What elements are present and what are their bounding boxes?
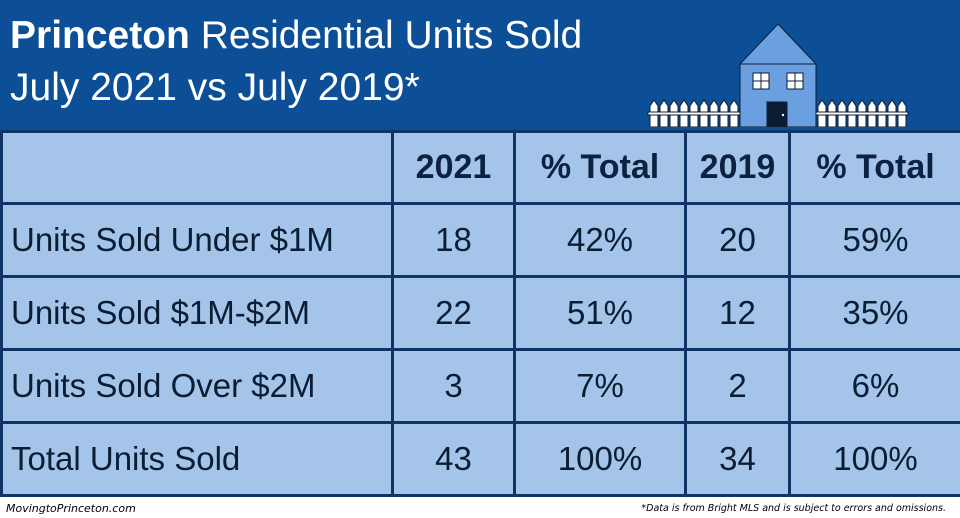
page-subtitle: July 2021 vs July 2019* — [10, 66, 420, 109]
column-header-label — [0, 130, 394, 205]
house-illustration — [647, 23, 909, 127]
cell-pct-2019: 100% — [788, 421, 960, 497]
header-banner: Princeton Residential Units Sold July 20… — [0, 0, 960, 127]
cell-pct-2019: 35% — [788, 275, 960, 351]
column-header-pct-2019: % Total — [788, 130, 960, 205]
table-row: Units Sold Over $2M 3 7% 2 6% — [0, 348, 960, 424]
row-label: Units Sold Over $2M — [0, 348, 394, 424]
cell-2021: 22 — [391, 275, 516, 351]
cell-2019: 12 — [684, 275, 791, 351]
cell-pct-2019: 59% — [788, 202, 960, 278]
cell-pct-2019: 6% — [788, 348, 960, 424]
row-label: Total Units Sold — [0, 421, 394, 497]
title-rest: Residential Units Sold — [189, 14, 583, 57]
cell-pct-2021: 42% — [513, 202, 687, 278]
cell-2019: 20 — [684, 202, 791, 278]
sales-table: 2021 % Total 2019 % Total Units Sold Und… — [0, 130, 960, 497]
table-row: Units Sold $1M-$2M 22 51% 12 35% — [0, 275, 960, 351]
table-header-row: 2021 % Total 2019 % Total — [0, 130, 960, 205]
table-row: Units Sold Under $1M 18 42% 20 59% — [0, 202, 960, 278]
cell-2021: 3 — [391, 348, 516, 424]
page-title: Princeton Residential Units Sold — [10, 14, 582, 58]
cell-pct-2021: 100% — [513, 421, 687, 497]
column-header-2019: 2019 — [684, 130, 791, 205]
cell-pct-2021: 51% — [513, 275, 687, 351]
cell-2021: 18 — [391, 202, 516, 278]
row-label: Units Sold Under $1M — [0, 202, 394, 278]
fence-left — [647, 99, 741, 127]
fence-right — [815, 99, 909, 127]
cell-2019: 34 — [684, 421, 791, 497]
table-row-total: Total Units Sold 43 100% 34 100% — [0, 421, 960, 497]
cell-2021: 43 — [391, 421, 516, 497]
title-city: Princeton — [10, 14, 190, 57]
header-divider — [0, 127, 960, 130]
cell-pct-2021: 7% — [513, 348, 687, 424]
house — [738, 23, 818, 127]
footer-disclaimer: *Data is from Bright MLS and is subject … — [641, 503, 946, 514]
row-label: Units Sold $1M-$2M — [0, 275, 394, 351]
cell-2019: 2 — [684, 348, 791, 424]
column-header-pct-2021: % Total — [513, 130, 687, 205]
column-header-2021: 2021 — [391, 130, 516, 205]
footer-site-credit: MovingtoPrinceton.com — [6, 502, 136, 515]
